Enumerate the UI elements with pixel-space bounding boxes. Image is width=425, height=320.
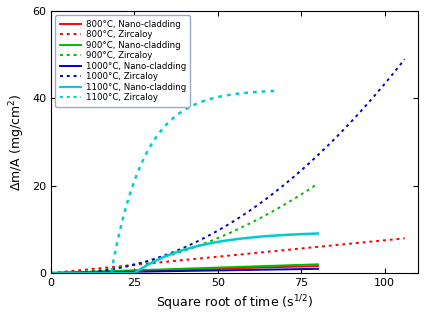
Y-axis label: $\Delta$m/A (mg/cm$^2$): $\Delta$m/A (mg/cm$^2$) — [7, 93, 26, 191]
Legend: 800°C, Nano-cladding, 800°C, Zircaloy, 900°C, Nano-cladding, 900°C, Zircaloy, 10: 800°C, Nano-cladding, 800°C, Zircaloy, 9… — [55, 15, 190, 107]
X-axis label: Square root of time (s$^{1/2}$): Square root of time (s$^{1/2}$) — [156, 293, 313, 313]
